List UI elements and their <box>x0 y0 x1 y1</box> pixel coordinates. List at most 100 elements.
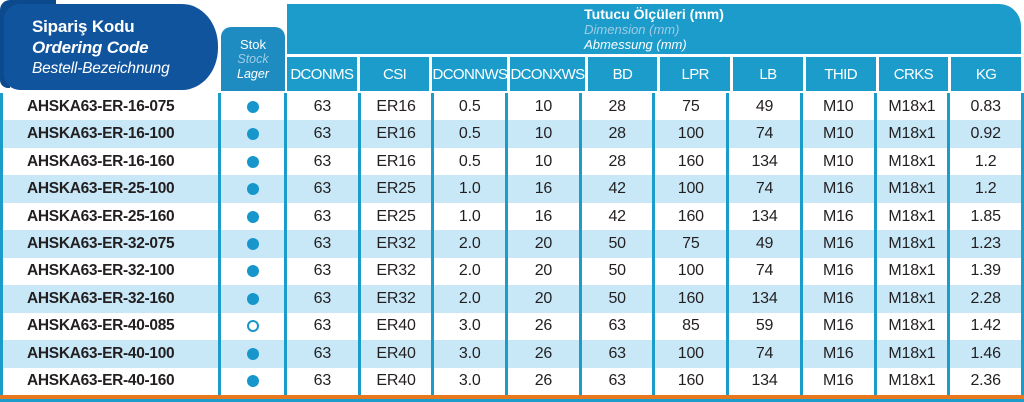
value-cell: 10 <box>508 147 579 176</box>
stock-cell <box>221 230 284 258</box>
stock-cell <box>221 340 284 368</box>
value-cell: 10 <box>508 120 579 148</box>
spacer-code <box>3 57 218 91</box>
value-cell: 63 <box>287 367 358 395</box>
value-cell: 28 <box>581 147 653 176</box>
column-header: KG <box>951 57 1021 91</box>
stock-available-icon <box>246 265 259 278</box>
value-cell: 2.36 <box>950 367 1021 395</box>
column-header: LB <box>733 57 803 91</box>
value-cell: M18x1 <box>876 175 948 203</box>
ordering-code-title-tr: Sipariş Kodu <box>32 16 135 36</box>
value-cell: 26 <box>508 312 579 341</box>
value-cell: 2.0 <box>434 285 506 313</box>
value-cell: 100 <box>655 120 727 148</box>
value-cell: 75 <box>655 230 727 258</box>
dimensions-header-band: Tutucu Ölçüleri (mm) Dimension (mm) Abme… <box>287 4 1021 54</box>
value-cell: ER32 <box>360 285 432 313</box>
value-cell: 16 <box>508 202 579 231</box>
stock-available-icon <box>246 237 259 250</box>
column-header: CSI <box>359 57 430 91</box>
value-cell: 85 <box>655 312 727 341</box>
value-cell: ER25 <box>360 175 432 203</box>
column-header: CRKS <box>878 57 949 91</box>
value-cell: 50 <box>581 230 653 258</box>
value-cell: ER40 <box>360 312 432 341</box>
value-cell: 0.5 <box>434 93 506 121</box>
value-cell: 134 <box>729 285 800 313</box>
value-cell: 63 <box>287 147 358 176</box>
table-row: AHSKA63-ER-40-160 63 ER40 3.0 26 63 160 134 M16 M… <box>0 367 1024 395</box>
value-cell: 16 <box>508 175 579 203</box>
spacer-stock <box>221 57 284 91</box>
value-cell: 160 <box>655 202 727 231</box>
column-header: LPR <box>660 57 731 91</box>
stock-cell <box>221 257 284 286</box>
value-cell: 59 <box>729 312 800 341</box>
stock-label-de: Lager <box>237 66 269 81</box>
value-cell: 10 <box>508 93 579 121</box>
value-cell: ER32 <box>360 257 432 286</box>
value-cell: M16 <box>802 230 874 258</box>
value-cell: M16 <box>802 257 874 286</box>
value-cell: M18x1 <box>876 257 948 286</box>
stock-cell <box>221 175 284 203</box>
ordering-code-cell: AHSKA63-ER-40-160 <box>3 367 218 395</box>
table-row: AHSKA63-ER-32-075 63 ER32 2.0 20 50 75 49 M16 M18… <box>0 230 1024 258</box>
value-cell: M16 <box>802 312 874 341</box>
stock-cell <box>221 285 284 313</box>
stock-available-icon <box>246 183 259 196</box>
table-row: AHSKA63-ER-16-075 63 ER16 0.5 10 28 75 49 M10 M18… <box>0 93 1024 121</box>
table-row: AHSKA63-ER-32-100 63 ER32 2.0 20 50 100 74 M16 M1… <box>0 257 1024 286</box>
value-cell: ER16 <box>360 120 432 148</box>
value-cell: 63 <box>287 175 358 203</box>
stock-available-icon <box>246 292 259 305</box>
value-cell: 1.85 <box>950 202 1021 231</box>
ordering-code-cell: AHSKA63-ER-32-160 <box>3 285 218 313</box>
value-cell: ER40 <box>360 367 432 395</box>
value-cell: 50 <box>581 285 653 313</box>
ordering-code-cell: AHSKA63-ER-25-160 <box>3 202 218 231</box>
value-cell: 42 <box>581 175 653 203</box>
value-cell: M18x1 <box>876 120 948 148</box>
value-cell: M18x1 <box>876 312 948 341</box>
column-header: DCONMS <box>287 57 357 91</box>
stock-available-icon <box>246 375 259 388</box>
ordering-code-header: Sipariş Kodu Ordering Code Bestell-Bezei… <box>4 4 218 90</box>
value-cell: 3.0 <box>434 312 506 341</box>
ordering-code-cell: AHSKA63-ER-40-100 <box>3 340 218 368</box>
value-cell: 20 <box>508 230 579 258</box>
value-cell: 49 <box>729 93 800 121</box>
value-cell: 20 <box>508 285 579 313</box>
value-cell: M18x1 <box>876 93 948 121</box>
table-row: AHSKA63-ER-25-160 63 ER25 1.0 16 42 160 134 M16 M… <box>0 202 1024 231</box>
value-cell: M18x1 <box>876 202 948 231</box>
stock-label-tr: Stok <box>239 36 266 52</box>
value-cell: 63 <box>287 202 358 231</box>
value-cell: 100 <box>655 257 727 286</box>
stock-cell <box>221 202 284 231</box>
ordering-code-cell: AHSKA63-ER-40-085 <box>3 312 218 341</box>
value-cell: 20 <box>508 257 579 286</box>
stock-available-icon <box>246 100 259 113</box>
value-cell: 75 <box>655 93 727 121</box>
value-cell: 74 <box>729 175 800 203</box>
dimensions-title-de: Abmessung (mm) <box>584 37 687 52</box>
value-cell: 1.0 <box>434 202 506 231</box>
value-cell: 1.23 <box>950 230 1021 258</box>
value-cell: 63 <box>287 230 358 258</box>
ordering-code-cell: AHSKA63-ER-32-100 <box>3 257 218 286</box>
value-cell: 1.0 <box>434 175 506 203</box>
stock-label-en: Stock <box>237 51 269 66</box>
value-cell: 63 <box>287 340 358 368</box>
stock-available-icon <box>246 155 259 168</box>
value-cell: 2.0 <box>434 257 506 286</box>
value-cell: ER32 <box>360 230 432 258</box>
stock-cell <box>221 147 284 176</box>
stock-column-header: Stok Stock Lager <box>221 27 285 91</box>
stock-available-icon <box>246 128 259 141</box>
dimensions-title-tr: Tutucu Ölçüleri (mm) <box>584 6 724 22</box>
value-cell: 63 <box>287 93 358 121</box>
value-cell: 28 <box>581 120 653 148</box>
